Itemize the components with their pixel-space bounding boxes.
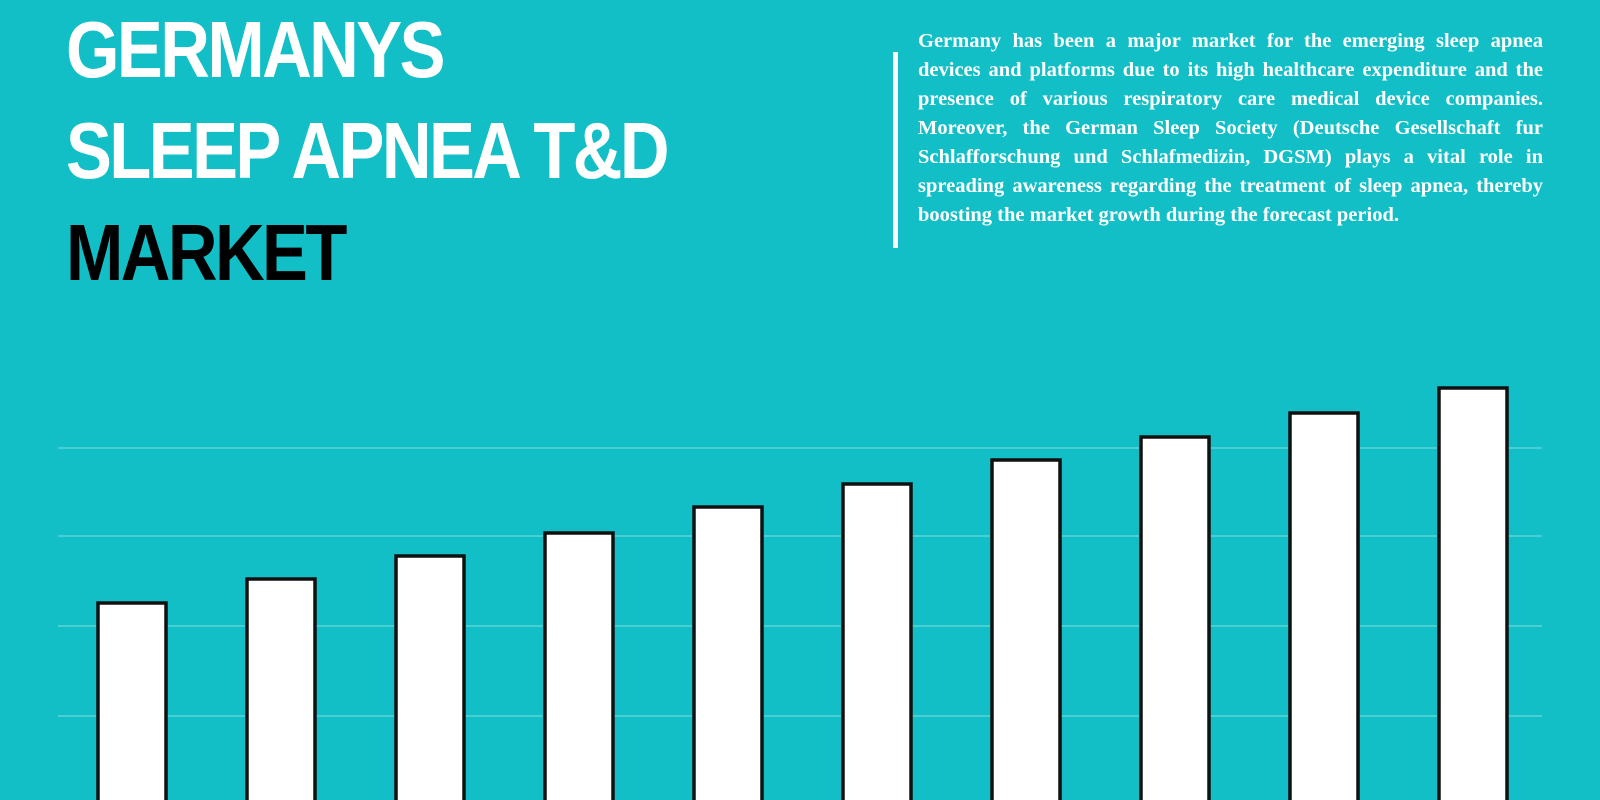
bar-10 — [1437, 386, 1509, 800]
bars — [96, 386, 1509, 800]
bar-2 — [245, 577, 317, 800]
bar-1 — [96, 601, 168, 800]
bar-4 — [543, 531, 615, 800]
bar-5 — [692, 505, 764, 800]
bar-9 — [1288, 411, 1360, 800]
bar-8 — [1139, 435, 1211, 800]
title-line-sleep-apnea: SLEEP APNEA T&D — [66, 106, 670, 195]
title-line-germanys: GERMANYS — [66, 5, 445, 94]
bar-6 — [841, 482, 913, 800]
bar-3 — [394, 554, 466, 800]
description-divider — [893, 52, 898, 248]
bar-7 — [990, 458, 1062, 800]
description-text: Germany has been a major market for the … — [918, 30, 1543, 226]
title-line-market: MARKET — [66, 208, 347, 297]
